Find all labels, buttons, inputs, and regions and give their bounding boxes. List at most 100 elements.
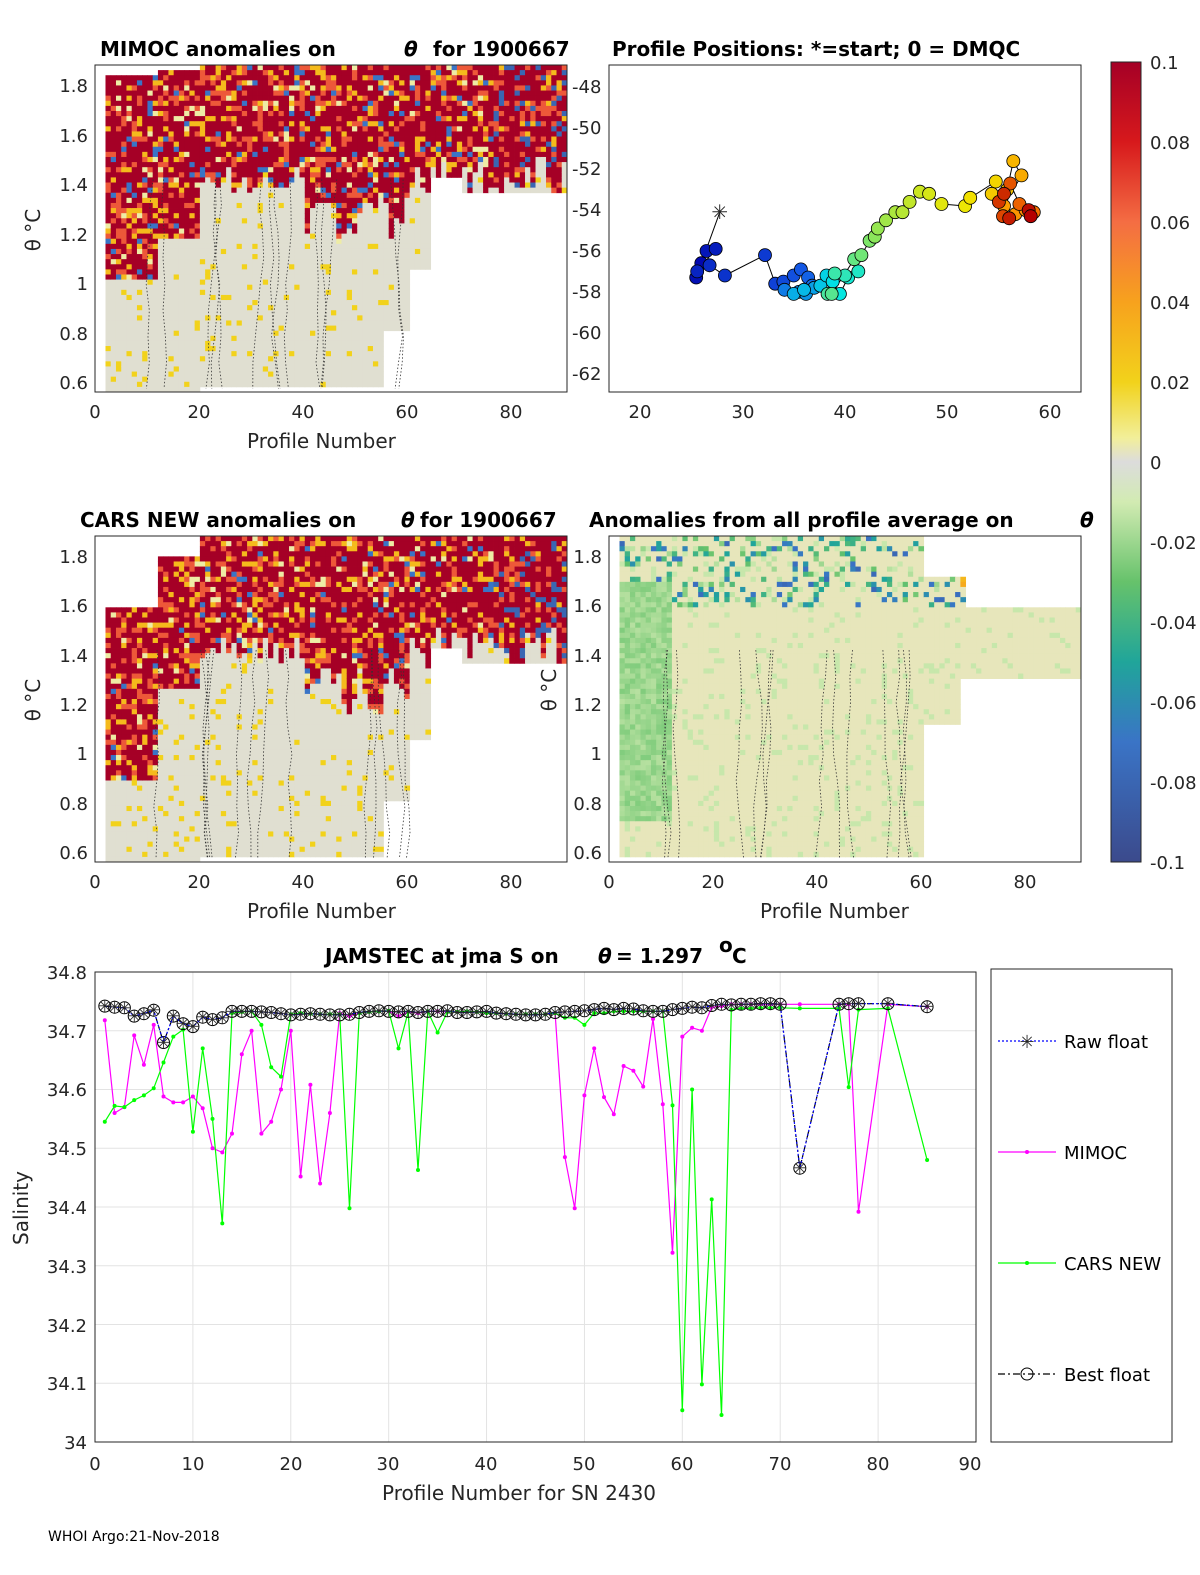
heatmap-cell (535, 105, 542, 112)
heatmap-cell (194, 381, 201, 388)
heatmap-cell (247, 284, 253, 291)
heatmap-cell (147, 856, 154, 863)
heatmap-cell (220, 156, 227, 163)
heatmap-cell (378, 202, 384, 209)
heatmap-cell (289, 192, 295, 199)
heatmap-cell (525, 80, 531, 86)
heatmap-cell (367, 177, 374, 183)
heatmap-cell (357, 213, 363, 219)
heatmap-cell (115, 744, 122, 751)
heatmap-cell (147, 90, 154, 97)
heatmap-cell (414, 182, 421, 189)
heatmap-cell (357, 105, 363, 112)
heatmap-cell (367, 381, 374, 388)
heatmap-cell (121, 85, 127, 91)
heatmap-cell (477, 167, 484, 173)
heatmap-cell (220, 238, 227, 245)
heatmap-cell (425, 90, 432, 97)
heatmap-cell (110, 192, 117, 199)
heatmap-cell (163, 386, 169, 393)
heatmap-cell (456, 110, 463, 117)
heatmap-cell (289, 233, 295, 240)
heatmap-cell (278, 356, 285, 362)
heatmap-cell (299, 65, 306, 71)
heatmap-cell (226, 151, 232, 158)
heatmap-cell (257, 264, 264, 270)
heatmap-cell (157, 218, 164, 224)
heatmap-cell (404, 187, 411, 194)
heatmap-cell (126, 213, 133, 219)
heatmap-cell (257, 65, 264, 71)
heatmap-cell (189, 90, 196, 97)
heatmap-cell (435, 116, 442, 122)
heatmap-cell (393, 325, 400, 332)
heatmap-cell (231, 330, 237, 337)
colorbar-labels: 0.1 0.08 0.06 0.04 0.02 0 -0.02 -0.04 -0… (1150, 53, 1197, 874)
heatmap-cell (147, 653, 154, 659)
heatmap-cell (362, 177, 369, 183)
heatmap-cell (105, 197, 112, 204)
heatmap-cell (378, 167, 384, 173)
heatmap-cell (388, 182, 395, 189)
heatmap-cell (514, 121, 521, 127)
heatmap-cell (351, 90, 358, 97)
positions-ytick: -62 (572, 364, 601, 385)
heatmap-cell (378, 182, 384, 189)
heatmap-cell (346, 121, 353, 127)
heatmap-cell (142, 663, 148, 669)
heatmap-cell (199, 305, 206, 311)
heatmap-cell (341, 197, 348, 204)
heatmap-cell (409, 264, 416, 270)
heatmap-cell (126, 617, 133, 623)
heatmap-cell (220, 131, 227, 137)
heatmap-cell (540, 162, 547, 168)
heatmap-cell (147, 632, 154, 639)
heatmap-cell (519, 177, 526, 183)
heatmap-cell (110, 790, 117, 797)
heatmap-cell (336, 110, 342, 117)
heatmap-cell (136, 775, 143, 781)
heatmap-cell (105, 760, 112, 766)
heatmap-cell (546, 177, 552, 183)
heatmap-cell (299, 376, 306, 383)
heatmap-cell (184, 259, 190, 265)
heatmap-cell (509, 177, 515, 183)
heatmap-cell (142, 688, 148, 695)
heatmap-cell (388, 131, 395, 137)
heatmap-cell (446, 105, 453, 112)
heatmap-cell (362, 381, 369, 388)
heatmap-cell (136, 699, 143, 705)
heatmap-cell (152, 248, 159, 255)
heatmap-cell (456, 90, 463, 97)
heatmap-cell (498, 110, 505, 117)
heatmap-cell (262, 70, 269, 76)
heatmap-cell (336, 361, 342, 367)
heatmap-cell (504, 182, 510, 189)
heatmap-cell (142, 310, 148, 316)
heatmap-cell (546, 121, 552, 127)
heatmap-cell (147, 366, 154, 372)
heatmap-cell (220, 105, 227, 112)
heatmap-cell (184, 116, 190, 122)
heatmap-cell (273, 259, 279, 265)
heatmap-cell (320, 131, 327, 137)
heatmap-cell (215, 187, 222, 194)
heatmap-cell (278, 320, 285, 326)
heatmap-cell (294, 146, 300, 153)
heatmap-cell (121, 182, 127, 189)
heatmap-cell (320, 356, 327, 362)
heatmap-cell (199, 371, 206, 378)
heatmap-cell (152, 673, 159, 680)
heatmap-cell (184, 320, 190, 326)
heatmap-cell (231, 259, 237, 265)
heatmap-cell (231, 274, 237, 280)
heatmap-cell (121, 795, 127, 802)
heatmap-cell (115, 105, 122, 112)
heatmap-cell (142, 648, 148, 654)
heatmap-cell (331, 162, 337, 168)
heatmap-cell (404, 294, 411, 301)
heatmap-cell (409, 172, 416, 178)
heatmap-cell (467, 75, 473, 81)
heatmap-cell (210, 121, 217, 127)
cars-panel: CARS NEW anomalies on θ for 1900667 Prof… (21, 508, 568, 923)
